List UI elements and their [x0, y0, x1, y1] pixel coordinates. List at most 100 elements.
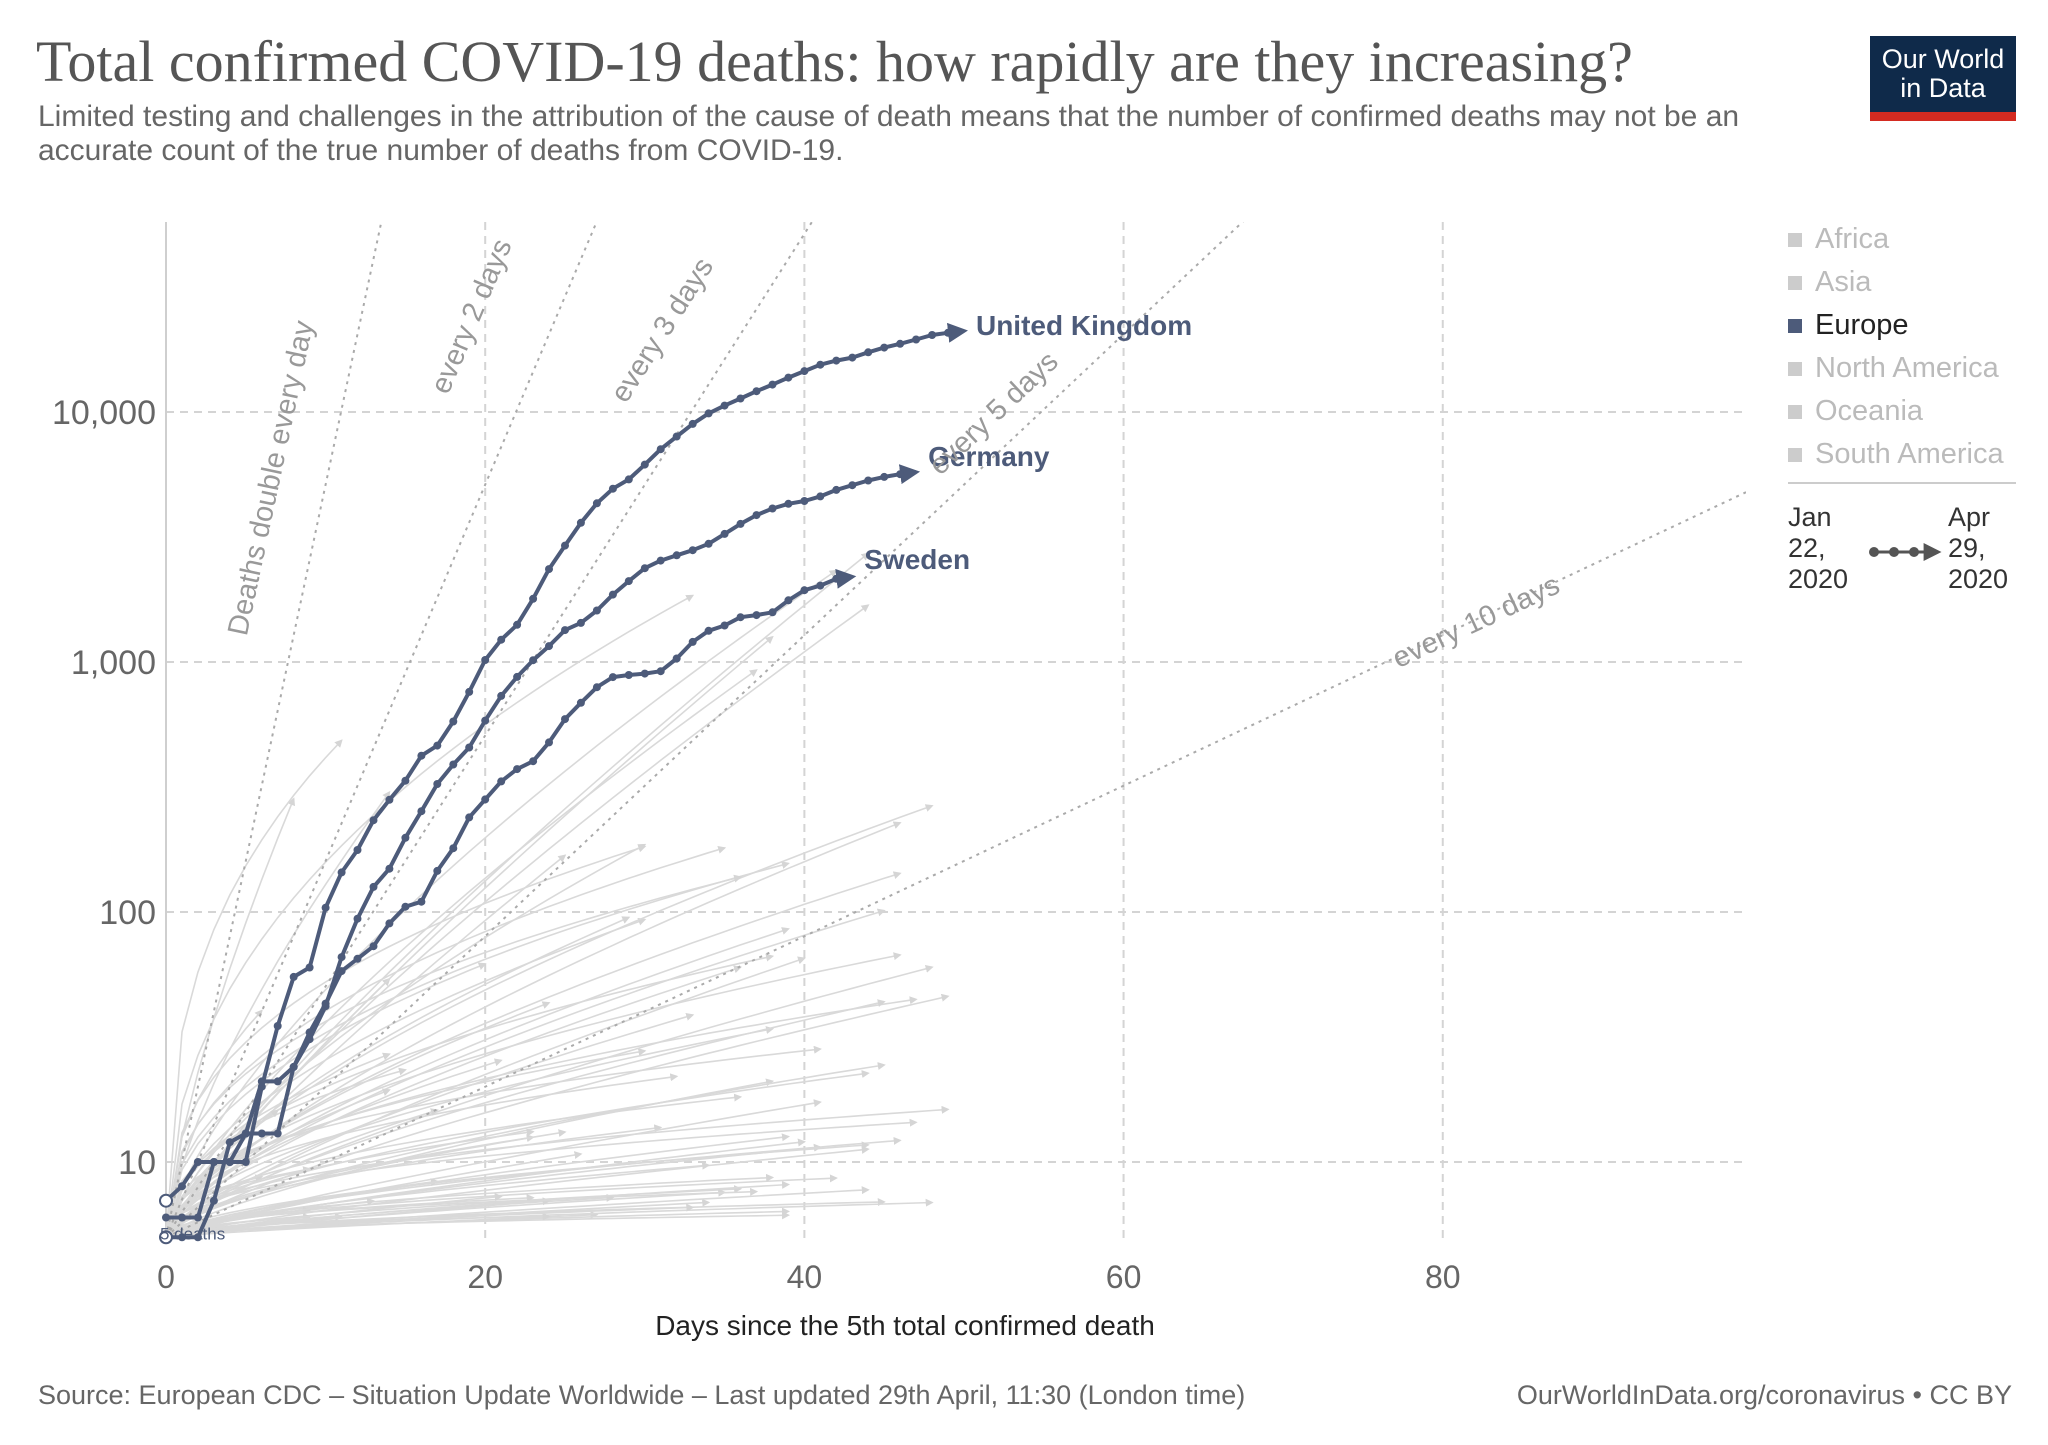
series-point	[864, 348, 873, 357]
series-point	[465, 687, 474, 696]
background-country-line	[166, 1045, 822, 1238]
series-point	[832, 485, 841, 494]
series-point	[305, 963, 314, 972]
background-country-line	[166, 1093, 743, 1238]
y-tick-label: 100	[99, 894, 156, 932]
legend-item-europe[interactable]: Europe	[1788, 304, 2004, 347]
background-country-line	[166, 804, 934, 1238]
series-point	[401, 902, 410, 911]
legend-label: Europe	[1815, 309, 1909, 341]
series-point	[513, 620, 522, 629]
footer-credit[interactable]: OurWorldInData.org/coronavirus • CC BY	[1516, 1380, 2012, 1410]
series-point	[624, 577, 633, 586]
series-point	[928, 331, 937, 339]
series-point	[704, 539, 713, 548]
series-point	[816, 360, 825, 369]
y-tick-label: 1,000	[71, 644, 156, 682]
background-country-line	[166, 1118, 918, 1238]
series-point	[576, 618, 585, 627]
series-point	[481, 716, 490, 725]
legend-item-south-america[interactable]: South America	[1788, 433, 2004, 476]
series-point	[545, 565, 553, 574]
legend-item-asia[interactable]: Asia	[1788, 261, 2004, 304]
legend-item-africa[interactable]: Africa	[1788, 218, 2004, 261]
x-tick-label: 40	[787, 1259, 823, 1295]
series-point	[321, 903, 330, 912]
series-point	[656, 556, 665, 565]
series-point	[688, 419, 697, 428]
reference-line-label: every 2 days	[425, 235, 519, 399]
legend-swatch	[1788, 448, 1802, 462]
timeline-dot	[1889, 547, 1899, 557]
series-point	[704, 626, 713, 635]
background-country-line	[166, 1133, 790, 1239]
background-country-line	[166, 843, 647, 1238]
legend-item-north-america[interactable]: North America	[1788, 347, 2004, 390]
timeline-slider[interactable]	[1869, 543, 1942, 561]
series-point	[305, 1028, 314, 1037]
background-country-line	[166, 1129, 567, 1238]
series-point	[720, 621, 729, 630]
background-country-line	[166, 861, 790, 1238]
series-point	[513, 765, 522, 774]
series-point	[529, 656, 538, 665]
background-country-line	[166, 993, 950, 1238]
series-point	[385, 795, 394, 804]
series-point	[193, 1213, 202, 1222]
legend-divider	[1788, 482, 2016, 484]
reference-line	[166, 222, 1244, 1238]
legend-swatch	[1788, 233, 1802, 247]
legend-swatch	[1788, 276, 1802, 290]
series-point	[465, 813, 474, 822]
background-country-line	[166, 1062, 886, 1238]
start-marker	[159, 1230, 173, 1245]
series-point	[768, 504, 777, 513]
series-point	[385, 919, 394, 928]
background-country-line	[166, 1105, 950, 1238]
series-point	[481, 795, 490, 804]
series-label: Germany	[928, 441, 1050, 472]
reference-lines	[166, 222, 1746, 1239]
series-point	[497, 635, 506, 644]
timeline-end-year: 2020	[1948, 564, 2009, 594]
series-point	[576, 698, 585, 707]
background-country-line	[166, 1099, 822, 1239]
background-lines	[166, 552, 950, 1239]
background-country-line	[166, 845, 727, 1238]
series-point	[736, 519, 745, 528]
series-point	[672, 551, 681, 560]
legend-swatch	[1788, 405, 1802, 419]
series-point	[321, 999, 330, 1008]
series-point	[433, 866, 442, 875]
series-point	[353, 914, 362, 923]
reference-line	[166, 222, 814, 1238]
background-country-line	[166, 1128, 535, 1238]
series-point	[209, 1196, 218, 1205]
series-point	[273, 1077, 282, 1086]
background-country-line	[166, 1067, 407, 1238]
legend-swatch	[1788, 362, 1802, 376]
owid-logo[interactable]: Our World in Data	[1870, 36, 2016, 121]
series-point	[193, 1233, 202, 1242]
reference-line	[166, 491, 1746, 1239]
chart-subtitle: Limited testing and challenges in the at…	[38, 100, 1740, 167]
series-point	[497, 691, 506, 700]
series-point	[225, 1158, 234, 1166]
series-point	[417, 807, 426, 816]
legend: Africa Asia Europe North America Oceania…	[1788, 218, 2004, 476]
series-point	[848, 353, 857, 362]
series-point	[241, 1129, 250, 1138]
timeline-start-label: Jan 22, 2020	[1788, 502, 1868, 595]
series-point	[241, 1158, 250, 1166]
series-point	[401, 776, 410, 785]
reference-line-label: Deaths double every day	[222, 317, 320, 638]
series-point	[736, 394, 745, 403]
series-point	[784, 596, 793, 605]
timeline-start-year: 2020	[1788, 564, 1849, 594]
series-point	[561, 626, 569, 635]
legend-item-oceania[interactable]: Oceania	[1788, 390, 2004, 433]
chart-title: Total confirmed COVID-19 deaths: how rap…	[36, 29, 1633, 94]
series-point	[273, 1022, 282, 1030]
highlighted-series: United Kingdom Germany Sweden 5 deaths	[159, 310, 1192, 1245]
background-country-line	[166, 1194, 535, 1238]
